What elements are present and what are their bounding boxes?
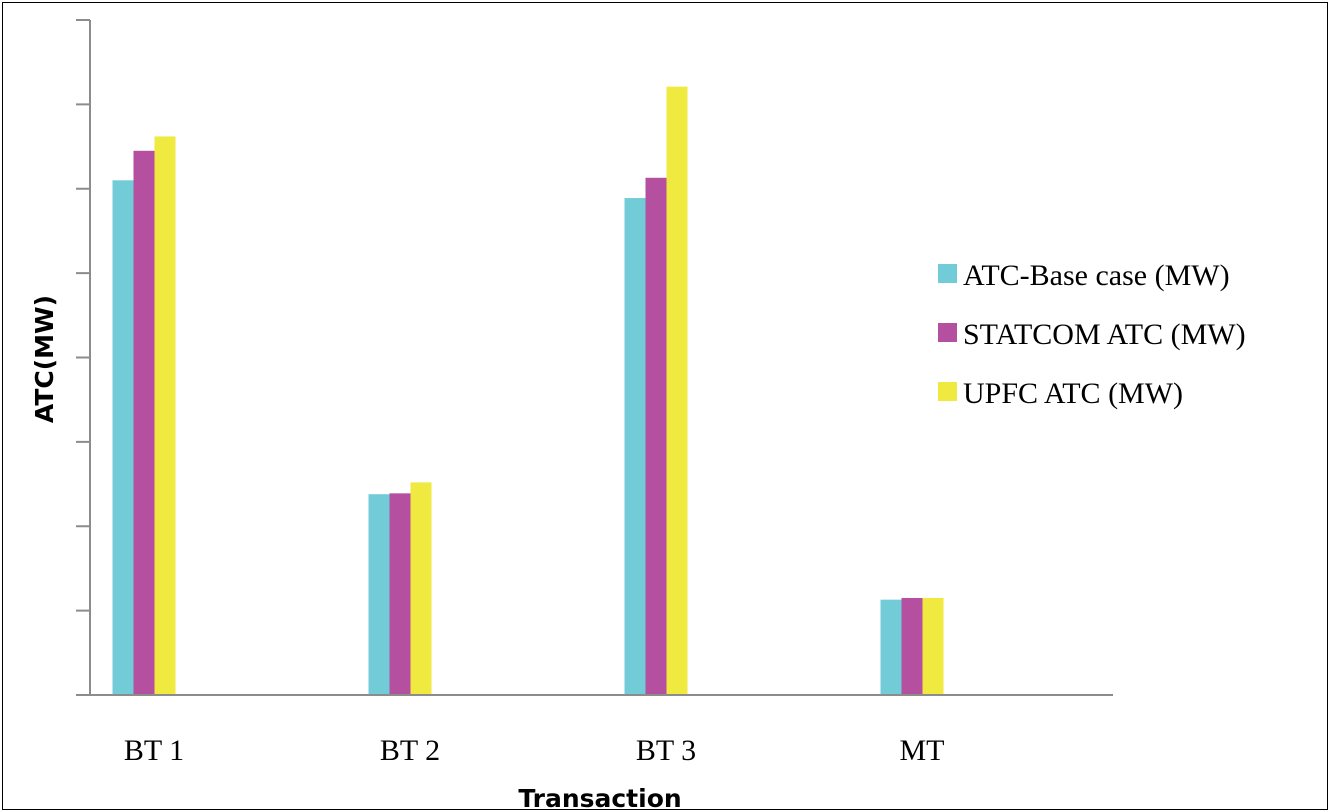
bar-bt1-series-1 (112, 180, 134, 695)
bar-bt3-series-1 (624, 198, 646, 695)
x-axis-title: Transaction (518, 784, 681, 811)
x-axis-category-labels: BT 1 BT 2 BT 3 MT (124, 734, 945, 767)
bar-bt2-series-3 (410, 482, 432, 695)
x-category-label: MT (900, 734, 945, 767)
bar-bt2-series-2 (389, 493, 411, 695)
bar-bt3-series-2 (645, 177, 667, 695)
legend: ATC-Base case (MW) STATCOM ATC (MW) UPFC A… (938, 259, 1246, 410)
bar-mt-series-2 (901, 597, 923, 695)
bar-bt2-series-1 (368, 494, 390, 695)
y-axis-title: ATC(MW) (30, 295, 59, 423)
x-category-label: BT 2 (380, 734, 440, 767)
y-axis-ticks (76, 19, 90, 696)
bar-bt1-series-3 (154, 136, 176, 695)
x-category-label: BT 3 (636, 734, 696, 767)
legend-label-2: STATCOM ATC (MW) (963, 318, 1246, 351)
bars-layer (112, 86, 944, 695)
legend-swatch-1 (938, 264, 957, 283)
bar-bt1-series-2 (133, 150, 155, 695)
legend-label-1: ATC-Base case (MW) (963, 259, 1230, 292)
legend-swatch-3 (938, 382, 957, 401)
bar-mt-series-3 (922, 597, 944, 695)
legend-swatch-2 (938, 323, 957, 342)
bar-mt-series-1 (880, 599, 902, 695)
bar-bt3-series-3 (666, 86, 688, 695)
legend-label-3: UPFC ATC (MW) (963, 377, 1183, 410)
atc-bar-chart: BT 1 BT 2 BT 3 MT ATC-Base case (MW) STATCOM… (30, 19, 1246, 811)
x-category-label: BT 1 (124, 734, 184, 767)
